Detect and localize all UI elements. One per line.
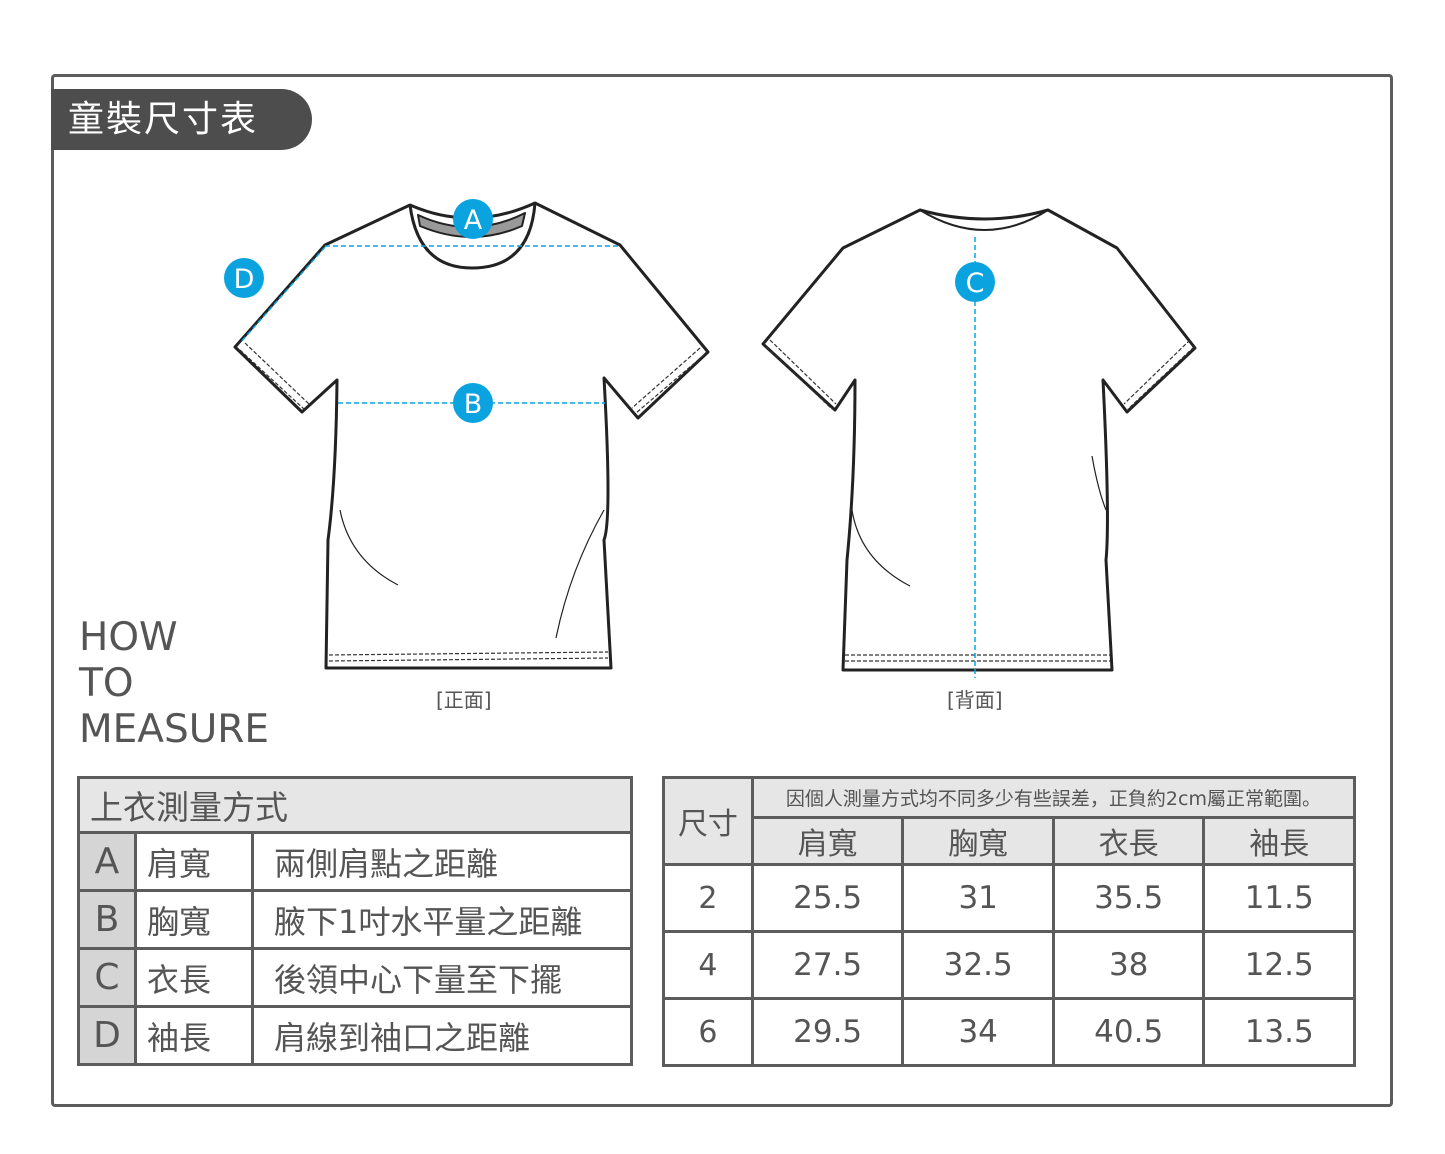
front-tshirt-icon bbox=[233, 201, 710, 670]
letter: B bbox=[77, 889, 137, 950]
cell: 31 bbox=[901, 863, 1055, 933]
method-header: 上衣測量方式 bbox=[77, 776, 633, 834]
measurement-method-table: 上衣測量方式 A 肩寬 兩側肩點之距離 B 胸寬 腋下1吋水平量之距離 C 衣長 後領中心下… bbox=[77, 776, 633, 1066]
cell: 29.5 bbox=[750, 997, 905, 1067]
table-row: D 袖長 肩線到袖口之距離 bbox=[77, 1005, 633, 1066]
cell: 27.5 bbox=[750, 930, 905, 1000]
marker-d-label: D bbox=[234, 264, 255, 295]
letter: D bbox=[77, 1005, 137, 1066]
name: 肩寬 bbox=[134, 831, 254, 892]
size-header: 尺寸 bbox=[662, 776, 754, 866]
desc: 肩線到袖口之距離 bbox=[251, 1005, 633, 1066]
letter: A bbox=[77, 831, 137, 892]
cell: 13.5 bbox=[1202, 997, 1356, 1067]
marker-c-label: C bbox=[966, 268, 985, 299]
marker-a bbox=[453, 199, 493, 239]
cell: 34 bbox=[901, 997, 1055, 1067]
tshirt-illustrations: A B C D bbox=[224, 199, 1197, 678]
page-title: 童裝尺寸表 bbox=[51, 89, 312, 150]
marker-a-label: A bbox=[464, 205, 483, 236]
name: 衣長 bbox=[134, 947, 254, 1008]
size: 6 bbox=[662, 997, 754, 1067]
name: 胸寬 bbox=[134, 889, 254, 950]
cell: 38 bbox=[1051, 930, 1206, 1000]
table-row: C 衣長 後領中心下量至下擺 bbox=[77, 947, 633, 1008]
table-row: 4 27.5 32.5 38 12.5 bbox=[662, 930, 1356, 1000]
desc: 後領中心下量至下擺 bbox=[251, 947, 633, 1008]
table-row: B 胸寬 腋下1吋水平量之距離 bbox=[77, 889, 633, 950]
chart-frame bbox=[51, 74, 1393, 1107]
cell: 35.5 bbox=[1051, 863, 1206, 933]
size: 4 bbox=[662, 930, 754, 1000]
table-row: A 肩寬 兩側肩點之距離 bbox=[77, 831, 633, 892]
letter: C bbox=[77, 947, 137, 1008]
table-row: 6 29.5 34 40.5 13.5 bbox=[662, 997, 1356, 1067]
how-line: TO bbox=[79, 661, 134, 706]
column-header: 胸寬 bbox=[901, 816, 1055, 866]
cell: 11.5 bbox=[1202, 863, 1356, 933]
how-line: HOW bbox=[79, 615, 178, 660]
how-to-measure: HOW TO MEASURE bbox=[79, 615, 269, 753]
front-caption: [正面] bbox=[436, 688, 492, 712]
column-header: 袖長 bbox=[1202, 816, 1356, 866]
cell: 25.5 bbox=[750, 863, 905, 933]
back-caption: [背面] bbox=[947, 688, 1003, 712]
name: 袖長 bbox=[134, 1005, 254, 1066]
marker-b-label: B bbox=[464, 389, 483, 420]
how-line: MEASURE bbox=[79, 707, 270, 752]
front-collar bbox=[408, 202, 537, 270]
cell: 12.5 bbox=[1202, 930, 1356, 1000]
column-header: 肩寬 bbox=[750, 816, 905, 866]
table-row: 2 25.5 31 35.5 11.5 bbox=[662, 863, 1356, 933]
cell: 32.5 bbox=[901, 930, 1055, 1000]
size-table: 尺寸 因個人測量方式均不同多少有些誤差，正負約2cm屬正常範圍。 肩寬 胸寬 衣長 袖長… bbox=[662, 776, 1357, 1067]
column-header: 衣長 bbox=[1051, 816, 1206, 866]
cell: 40.5 bbox=[1051, 997, 1206, 1067]
marker-b bbox=[453, 383, 493, 423]
size-note: 因個人測量方式均不同多少有些誤差，正負約2cm屬正常範圍。 bbox=[750, 776, 1357, 819]
desc: 兩側肩點之距離 bbox=[251, 831, 633, 892]
marker-c bbox=[955, 262, 995, 302]
desc: 腋下1吋水平量之距離 bbox=[251, 889, 633, 950]
size: 2 bbox=[662, 863, 754, 933]
marker-d bbox=[224, 258, 264, 298]
